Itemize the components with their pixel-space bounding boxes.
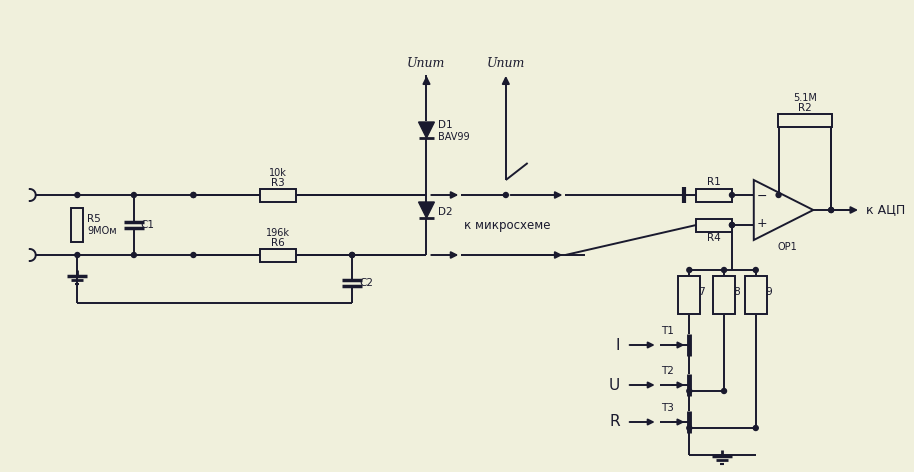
Bar (696, 188, 732, 202)
Text: U: U (609, 378, 620, 393)
Circle shape (350, 253, 355, 258)
Circle shape (686, 268, 692, 272)
Circle shape (829, 208, 834, 212)
Bar (260, 188, 295, 202)
Text: R4: R4 (707, 233, 721, 243)
Text: T1: T1 (661, 326, 674, 336)
Circle shape (75, 193, 80, 197)
Circle shape (721, 268, 727, 272)
Text: −: − (757, 190, 767, 203)
Polygon shape (419, 122, 434, 138)
Text: C2: C2 (359, 278, 373, 288)
Circle shape (504, 193, 508, 197)
Text: D1: D1 (439, 120, 453, 130)
Text: I: I (615, 337, 620, 353)
Circle shape (191, 193, 196, 197)
Circle shape (132, 193, 136, 197)
Bar (713, 276, 735, 314)
Circle shape (350, 253, 355, 258)
Text: 5.1M: 5.1M (793, 93, 817, 103)
Circle shape (729, 222, 735, 228)
Text: BAV99: BAV99 (439, 132, 470, 142)
Polygon shape (419, 202, 434, 218)
Text: Uпит: Uпит (408, 57, 446, 70)
Circle shape (729, 222, 735, 228)
Bar (778, 113, 832, 126)
Text: R: R (610, 414, 620, 430)
Text: R3: R3 (271, 178, 284, 188)
Text: R8: R8 (727, 287, 740, 297)
Text: +: + (757, 217, 767, 230)
Text: R7: R7 (692, 287, 706, 297)
Text: R9: R9 (759, 287, 772, 297)
Circle shape (721, 388, 727, 394)
Text: R2: R2 (798, 103, 812, 113)
Bar (745, 276, 767, 314)
Text: C1: C1 (141, 220, 154, 230)
Text: R1: R1 (707, 177, 721, 187)
Text: Uпит: Uпит (486, 57, 525, 70)
Circle shape (132, 253, 136, 258)
Text: 9МОм: 9МОм (87, 226, 117, 236)
Text: R5: R5 (87, 214, 101, 224)
Circle shape (753, 268, 759, 272)
Circle shape (729, 193, 735, 197)
Text: 10k: 10k (269, 168, 287, 178)
Circle shape (191, 253, 196, 258)
Bar (260, 248, 295, 261)
Text: D2: D2 (439, 207, 453, 217)
Bar (71, 208, 83, 242)
Text: к АЦП: к АЦП (866, 203, 905, 217)
Circle shape (776, 193, 781, 197)
Text: к микросхеме: к микросхеме (464, 219, 550, 231)
Circle shape (686, 388, 692, 394)
Text: R6: R6 (271, 238, 284, 248)
Circle shape (75, 253, 80, 258)
Circle shape (753, 425, 759, 430)
Circle shape (686, 425, 692, 430)
Bar (696, 219, 732, 231)
Bar (678, 276, 700, 314)
Text: T2: T2 (661, 366, 674, 376)
Text: OP1: OP1 (778, 242, 797, 252)
Circle shape (191, 193, 196, 197)
Circle shape (829, 208, 834, 212)
Text: 196k: 196k (266, 228, 290, 238)
Text: T3: T3 (661, 403, 674, 413)
